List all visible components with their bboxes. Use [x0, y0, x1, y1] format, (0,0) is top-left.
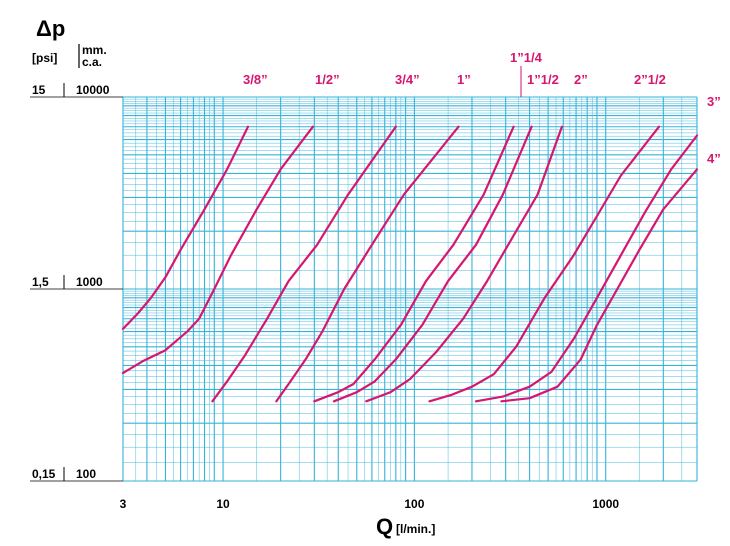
y-ticks: 15 10000 1,5 1000 0,15 100: [30, 83, 123, 482]
x-axis-label: Q: [376, 514, 393, 539]
curve-label: 1”: [457, 72, 471, 87]
y-tick-psi: 1,5: [32, 275, 49, 289]
series-curve: [275, 125, 460, 403]
series-curve: [500, 168, 699, 403]
curve-label: 1”1/2: [527, 72, 559, 87]
curve-label: 3/8”: [243, 72, 268, 87]
curve-label: 1/2”: [315, 72, 340, 87]
y-unit-mmca-bottom: c.a.: [82, 55, 102, 69]
series-curve: [332, 125, 533, 403]
series-curve: [121, 125, 250, 330]
series-curve: [365, 125, 563, 403]
curve-label: 3/4”: [395, 72, 420, 87]
curve-label: 4”: [707, 151, 721, 166]
chart-title: Δp: [36, 16, 65, 41]
x-tick-label: 3: [120, 497, 127, 511]
y-tick-mmca: 1000: [76, 275, 103, 289]
curve-label: 2”: [574, 72, 588, 87]
y-unit-psi: [psi]: [32, 51, 57, 65]
x-tick-label: 10: [216, 497, 230, 511]
x-tick-label: 1000: [592, 497, 619, 511]
curve-label: 3”: [707, 94, 721, 109]
series-curve: [428, 125, 661, 403]
series-curve: [121, 125, 314, 375]
y-tick-psi: 0,15: [32, 467, 56, 481]
curves: [121, 125, 699, 403]
x-axis-unit: [l/min.]: [396, 522, 435, 536]
x-tick-label: 100: [404, 497, 424, 511]
x-ticks: 3 10 100 1000: [120, 497, 620, 511]
series-curve: [211, 125, 397, 403]
curve-labels: 3/8” 1/2” 3/4” 1” 1”1/4 1”1/2 2” 2”1/2 3” 4”: [243, 50, 721, 166]
y-tick-mmca: 10000: [76, 83, 110, 97]
series-curve: [313, 125, 515, 403]
y-unit-mmca-top: mm.: [82, 43, 107, 57]
curve-label: 1”1/4: [510, 50, 543, 65]
curve-label: 2”1/2: [634, 72, 666, 87]
y-tick-psi: 15: [32, 83, 46, 97]
grid: [122, 96, 698, 482]
y-tick-mmca: 100: [76, 467, 96, 481]
series-curve: [474, 134, 699, 403]
